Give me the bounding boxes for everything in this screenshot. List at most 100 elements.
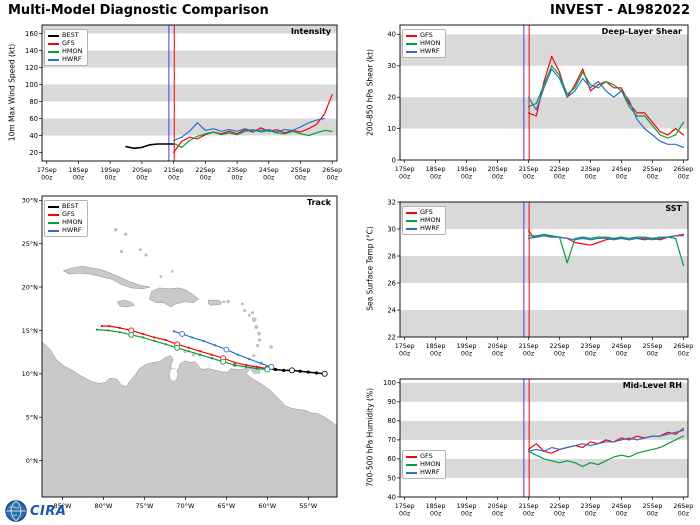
track-position-marker — [220, 358, 227, 365]
legend-item-hmon: HMON — [406, 217, 440, 224]
svg-text:140: 140 — [25, 47, 38, 55]
track-position-dot — [244, 364, 248, 367]
legend-swatch — [48, 213, 59, 216]
svg-text:70°W: 70°W — [176, 502, 195, 510]
track-position-dot — [118, 326, 121, 329]
shear-hwrf-line — [527, 68, 685, 148]
svg-text:0: 0 — [392, 156, 396, 164]
island — [251, 311, 255, 315]
legend-item-gfs: GFS — [48, 40, 82, 47]
legend-label: HWRF — [62, 226, 82, 234]
svg-text:100: 100 — [25, 81, 38, 89]
track-position-dot — [255, 365, 258, 368]
track-position-dot — [255, 367, 258, 370]
panel-title-intensity: Intensity — [290, 27, 331, 36]
svg-text:50: 50 — [387, 474, 396, 482]
island — [192, 353, 196, 357]
svg-text:60: 60 — [29, 115, 38, 123]
island — [247, 313, 251, 317]
track-position-marker — [321, 370, 328, 377]
track-position-dot — [273, 367, 278, 372]
legend-label: HMON — [420, 39, 441, 47]
island — [240, 302, 244, 306]
legend-sst: GFS HMON HWRF — [402, 206, 447, 235]
land-polygon — [208, 299, 222, 306]
svg-text:32: 32 — [387, 198, 396, 206]
legend-label: GFS — [420, 452, 433, 460]
panel-title-shear: Deep-Layer Shear — [601, 27, 682, 36]
svg-text:90: 90 — [387, 398, 396, 406]
legend-label: HWRF — [62, 55, 82, 63]
legend-item-gfs: GFS — [406, 32, 440, 39]
island — [170, 270, 174, 273]
shear-hmon-line — [527, 65, 685, 139]
legend-item-best: BEST — [48, 32, 82, 39]
panel-shear: 0 10 20 30 40 17Sep 00z 18Sep 00z 19Sep 00z 20Sep 00… — [387, 24, 693, 181]
track-position-dot — [259, 362, 262, 365]
svg-text:75°W: 75°W — [135, 502, 154, 510]
panel-rh: 40 50 60 70 80 90 100 17Sep 00z 18Sep 00z 19Sep 00z 2… — [383, 378, 693, 518]
intensity-hwrf-line — [173, 117, 325, 142]
svg-text:80°W: 80°W — [94, 502, 113, 510]
legend-label: HMON — [62, 218, 83, 226]
legend-swatch — [48, 205, 59, 208]
land-polygon — [42, 341, 337, 497]
legend-label: GFS — [420, 208, 433, 216]
panel-title-track: Track — [307, 198, 331, 207]
track-position-marker — [268, 363, 275, 370]
panel-intensity: 20 40 60 80 100 120 140 160 17Sep 00z 18Sep 00z 19Se… — [25, 24, 342, 182]
axis-label-humidity: 700-500 hPa Humidity (%) — [365, 388, 375, 488]
track-position-marker — [174, 344, 181, 351]
rh-hwrf-line — [527, 429, 685, 452]
legend-swatch — [406, 471, 417, 474]
svg-text:85°W: 85°W — [54, 502, 73, 510]
axis-label-sst: Sea Surface Temp (°C) — [365, 226, 375, 311]
cira-logo-text: CIRA — [30, 503, 67, 519]
panel-track: 0°N 5°N 10°N 15°N 20°N 25°N 30°N 85°W 80°W 75°W 70… — [22, 195, 338, 510]
svg-text:10°N: 10°N — [22, 370, 39, 378]
storm-id: INVEST - AL982022 — [550, 3, 690, 18]
track-position-marker — [223, 346, 230, 353]
track-position-dot — [233, 364, 236, 367]
legend-rh: GFS HMON HWRF — [402, 450, 447, 479]
track-position-dot — [164, 343, 167, 346]
island — [119, 250, 123, 254]
svg-text:26: 26 — [387, 279, 396, 287]
legend-swatch — [48, 50, 59, 53]
svg-text:30°N: 30°N — [22, 197, 39, 205]
track-position-dot — [244, 365, 248, 368]
svg-text:30: 30 — [387, 225, 396, 233]
island — [257, 338, 262, 342]
island — [252, 354, 256, 358]
island — [254, 325, 259, 329]
legend-swatch — [406, 455, 417, 458]
svg-text:160: 160 — [25, 30, 38, 38]
svg-text:5°N: 5°N — [26, 413, 38, 421]
island — [114, 228, 118, 232]
island — [257, 331, 261, 336]
legend-shear: GFS HMON HWRF — [402, 29, 447, 58]
track-position-dot — [153, 336, 156, 339]
legend-swatch — [48, 58, 59, 61]
legend-item-hwrf: HWRF — [48, 56, 82, 63]
intensity-gfs-line — [173, 94, 333, 154]
legend-swatch — [406, 227, 417, 230]
svg-text:65°W: 65°W — [217, 502, 236, 510]
legend-item-hwrf: HWRF — [406, 48, 440, 55]
legend-swatch — [406, 211, 417, 214]
svg-text:40: 40 — [387, 31, 396, 39]
